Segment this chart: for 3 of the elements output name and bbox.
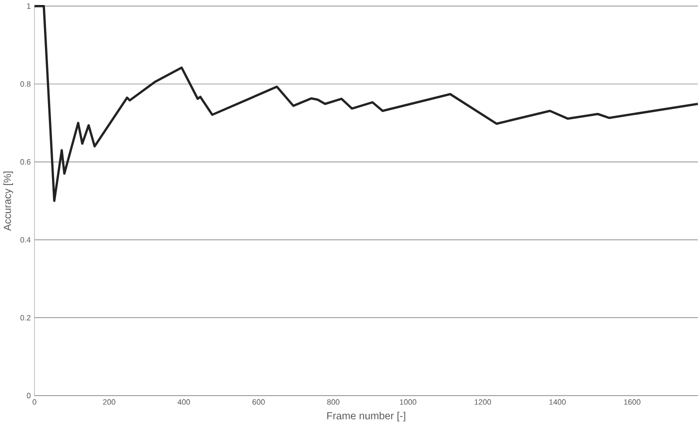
- line-series: [33, 5, 699, 202]
- x-axis-title: Frame number [-]: [327, 412, 406, 422]
- y-axis-title: Accuracy [%]: [3, 172, 14, 231]
